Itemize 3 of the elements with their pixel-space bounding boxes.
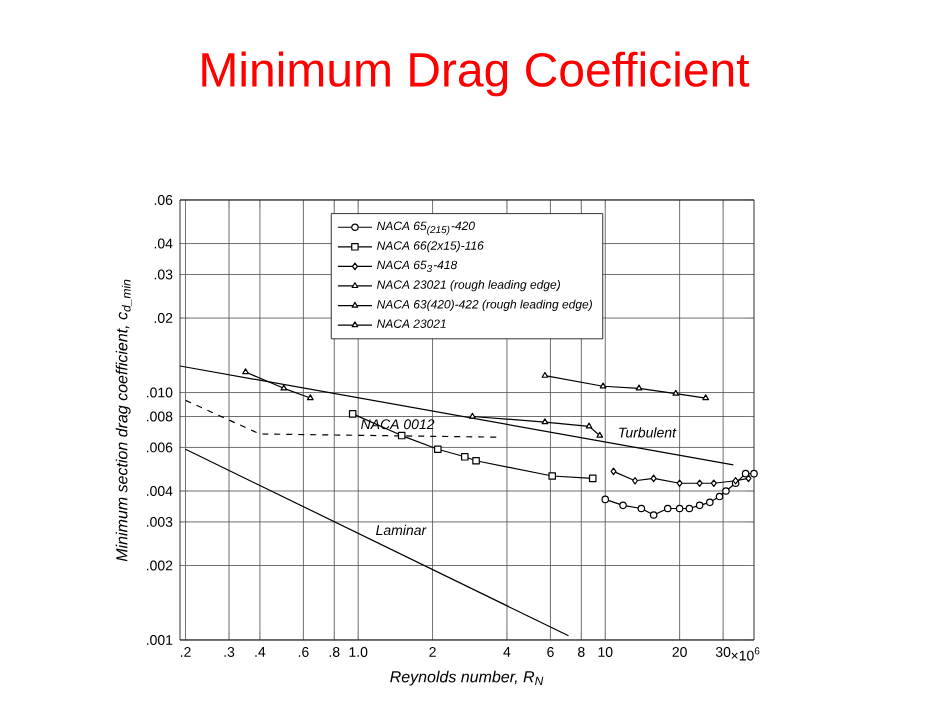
- x-axis-title: Reynolds number, R$_{N}$: [390, 670, 544, 686]
- y-axis-title: Minimum section drag coefficient, c$_{d_min}$: [115, 279, 132, 562]
- chart-title: Minimum Drag Coefficient: [202, 51, 750, 97]
